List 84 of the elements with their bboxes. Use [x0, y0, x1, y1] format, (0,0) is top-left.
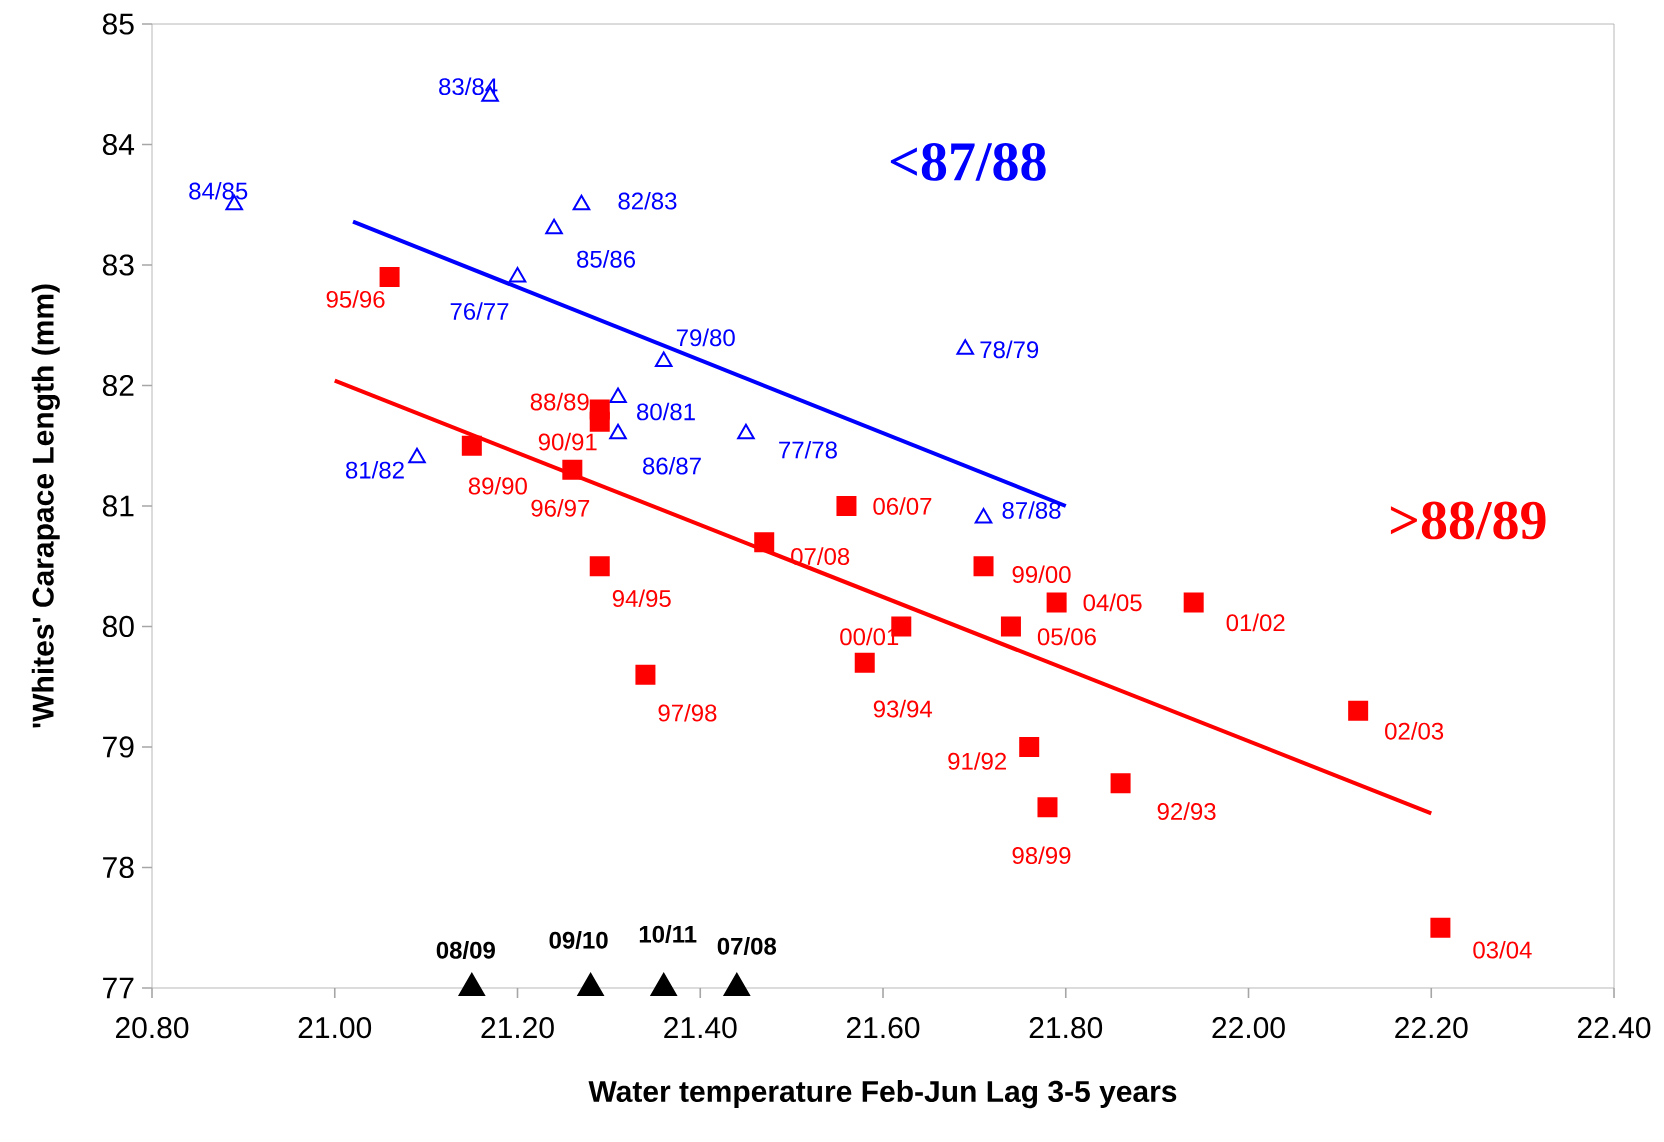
annotation: 79/80 [676, 328, 735, 347]
x-tick-label: 22.00 [1212, 1017, 1285, 1039]
point [1110, 773, 1131, 794]
point [654, 351, 673, 367]
annotation: 07/08 [717, 937, 777, 955]
annotation: 04/05 [1083, 593, 1142, 612]
point [635, 664, 656, 685]
annotation: <87/88 [890, 142, 1046, 181]
point [1046, 592, 1067, 613]
annotation: 06/07 [873, 497, 932, 515]
annotation: 94/95 [612, 589, 671, 608]
point [1348, 700, 1369, 721]
annotation: 93/94 [873, 699, 933, 718]
point [609, 387, 627, 404]
annotation: 99/00 [1012, 565, 1071, 584]
y-tick-label: 78 [103, 856, 134, 879]
point [836, 496, 857, 516]
annotation: 02/03 [1385, 722, 1444, 740]
annotation: 01/02 [1226, 613, 1285, 632]
annotation: 00/01 [840, 627, 899, 646]
x-tick-label: 20.80 [115, 1017, 189, 1039]
point [754, 532, 775, 553]
annotation: 83/84 [439, 77, 498, 96]
point [461, 435, 482, 456]
point [609, 423, 627, 440]
y-tick-label: 84 [102, 133, 135, 156]
point [408, 447, 426, 464]
x-tick-label: 21.40 [664, 1017, 737, 1039]
annotation: 09/10 [549, 931, 608, 949]
annotation: 88/89 [530, 392, 589, 411]
y-tick-label: 83 [102, 254, 134, 276]
annotation: 87/88 [1002, 501, 1061, 519]
annotation: 10/11 [639, 925, 697, 943]
annotation: 85/86 [577, 250, 636, 268]
point [956, 339, 975, 355]
annotation: 97/98 [658, 703, 717, 722]
annotation: 78/79 [980, 340, 1039, 359]
point [1430, 917, 1451, 938]
annotation: 80/81 [637, 402, 695, 421]
y-tick-label: 80 [102, 615, 134, 638]
annotation: 89/90 [468, 476, 527, 495]
y-tick-label: 79 [103, 736, 134, 758]
annotation: 82/83 [618, 191, 677, 210]
y-axis-title: 'Whites' Carapace Length (mm) [31, 284, 60, 728]
annotation: 91/92 [948, 752, 1007, 770]
x-tick-label: 21.80 [1029, 1017, 1103, 1039]
point [562, 459, 583, 480]
annotation: 86/87 [643, 456, 701, 475]
annotation: 84/85 [189, 181, 248, 200]
annotation: 08/09 [436, 941, 495, 959]
point [545, 218, 563, 235]
point [589, 411, 610, 432]
point [854, 652, 875, 673]
annotation: 81/82 [346, 461, 404, 479]
annotation: 98/99 [1012, 846, 1071, 865]
point [737, 423, 755, 440]
point [1000, 616, 1021, 637]
x-tick-label: 21.20 [481, 1017, 554, 1039]
y-tick-label: 81 [102, 495, 134, 517]
point [508, 267, 527, 283]
annotation: 76/77 [450, 302, 509, 320]
x-tick-label: 21.00 [298, 1017, 372, 1039]
point [1019, 737, 1040, 757]
point [1037, 797, 1058, 818]
annotation: 03/04 [1473, 940, 1532, 959]
x-axis-title: Water temperature Feb-Jun Lag 3-5 years [588, 1080, 1177, 1109]
point [1183, 592, 1204, 613]
annotation: >88/89 [1390, 501, 1546, 540]
annotation: 90/91 [538, 432, 597, 451]
x-tick-label: 22.20 [1395, 1017, 1468, 1039]
x-tick-label: 22.40 [1577, 1017, 1651, 1039]
annotation: 92/93 [1157, 802, 1216, 820]
point [973, 556, 994, 577]
y-tick-label: 85 [102, 13, 134, 35]
point [589, 556, 610, 577]
point [572, 194, 591, 211]
annotation: 77/78 [779, 440, 837, 459]
y-tick-label: 82 [102, 374, 134, 397]
annotation: 05/06 [1037, 627, 1096, 646]
annotation: 95/96 [326, 290, 385, 308]
y-tick-label: 77 [103, 977, 134, 999]
point [974, 508, 993, 524]
x-tick-label: 21.60 [846, 1017, 920, 1039]
annotation: 96/97 [531, 499, 590, 517]
